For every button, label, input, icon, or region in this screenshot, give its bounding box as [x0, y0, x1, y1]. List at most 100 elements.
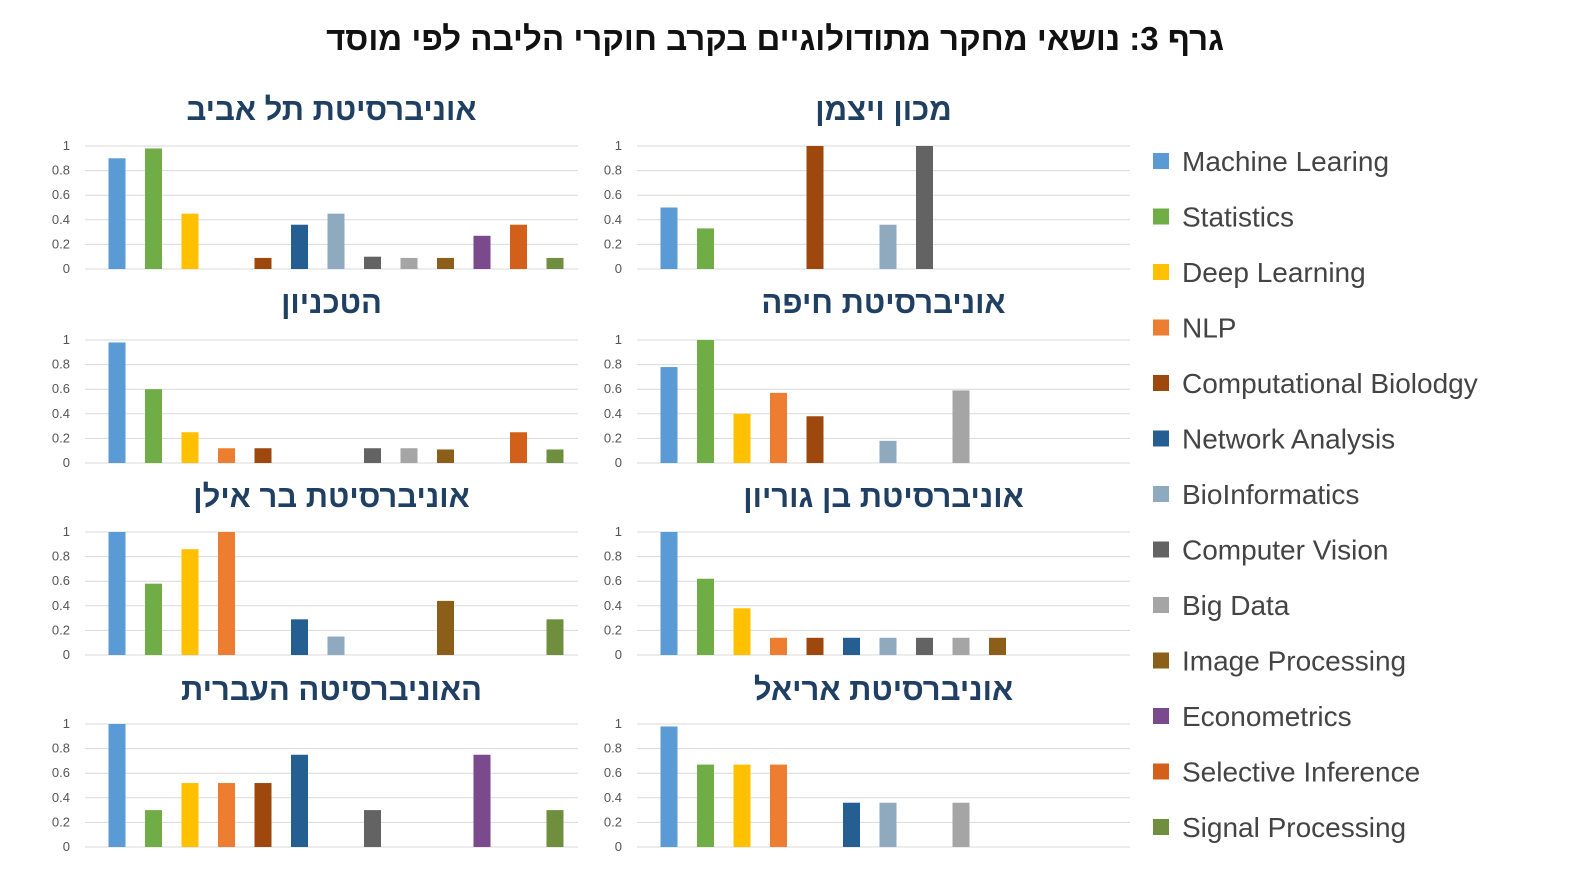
legend-swatch — [1153, 264, 1169, 280]
y-tick-label: 1 — [615, 332, 622, 347]
legend-label: BioInformatics — [1182, 479, 1359, 510]
bar-statistics — [145, 810, 162, 847]
panel-title: אוניברסיטת אריאל — [754, 672, 1013, 707]
y-tick-label: 0 — [63, 839, 70, 854]
bar-selective-inference — [510, 432, 527, 463]
panel-title: אוניברסיטת בן גוריון — [743, 479, 1024, 514]
y-tick-label: 0.2 — [52, 814, 70, 829]
legend-label: NLP — [1182, 313, 1236, 344]
legend-swatch — [1153, 541, 1169, 558]
y-tick-label: 0.2 — [604, 622, 622, 637]
y-tick-label: 0.6 — [52, 573, 70, 588]
y-tick-label: 0 — [63, 261, 70, 276]
y-tick-label: 0.2 — [604, 430, 622, 445]
y-tick-label: 0.8 — [52, 163, 70, 178]
bar-big-data — [952, 390, 970, 463]
panel-title: האוניברסיטה העברית — [181, 672, 482, 707]
bar-signal-processing — [546, 810, 564, 847]
y-tick-label: 0.2 — [604, 236, 622, 251]
legend-swatch — [1153, 819, 1169, 835]
bar-statistics — [145, 148, 162, 269]
bar-econometrics — [473, 754, 491, 847]
bar-nlp — [218, 783, 235, 847]
bar-nlp — [218, 448, 235, 463]
y-tick-label: 0.4 — [52, 406, 70, 421]
bar-bioinformatics — [879, 802, 897, 847]
y-tick-label: 0.8 — [52, 549, 70, 564]
legend-label: Selective Inference — [1182, 757, 1420, 788]
legend-label: Big Data — [1182, 590, 1290, 621]
y-tick-label: 1 — [63, 138, 70, 153]
legend-swatch — [1153, 375, 1169, 391]
bar-machine-learing — [660, 532, 678, 655]
bar-image-processing — [437, 257, 454, 269]
legend-label: Deep Learning — [1182, 257, 1366, 288]
bar-image-processing — [989, 637, 1006, 655]
bar-big-data — [952, 802, 970, 847]
legend-label: Image Processing — [1182, 646, 1406, 677]
y-tick-label: 0 — [615, 839, 622, 854]
bar-image-processing — [437, 449, 454, 463]
bar-nlp — [770, 637, 787, 655]
legend-swatch — [1153, 153, 1169, 169]
bar-computer-vision — [364, 448, 381, 463]
legend-swatch — [1153, 597, 1169, 613]
bar-machine-learing — [660, 726, 678, 847]
legend-swatch — [1153, 430, 1169, 447]
y-tick-label: 1 — [615, 716, 622, 731]
bar-bioinformatics — [327, 636, 345, 655]
bar-machine-learing — [108, 532, 126, 655]
bar-bioinformatics — [327, 213, 345, 269]
legend-label: Statistics — [1182, 202, 1294, 233]
legend-label: Signal Processing — [1182, 812, 1406, 843]
y-tick-label: 0.6 — [604, 573, 622, 588]
y-tick-label: 0 — [63, 455, 70, 470]
bar-statistics — [697, 340, 714, 463]
y-tick-label: 1 — [615, 524, 622, 539]
y-tick-label: 0.4 — [604, 406, 622, 421]
bar-computational-biolodgy — [254, 448, 272, 463]
y-tick-label: 0.6 — [604, 381, 622, 396]
legend-swatch — [1153, 763, 1169, 780]
bar-nlp — [770, 392, 787, 463]
bar-computational-biolodgy — [254, 783, 272, 847]
y-tick-label: 0.4 — [604, 598, 622, 613]
bar-big-data — [952, 637, 970, 655]
legend-label: Machine Learing — [1182, 146, 1389, 177]
bar-signal-processing — [546, 619, 564, 655]
bar-deep-learning — [181, 783, 199, 847]
legend-swatch — [1153, 319, 1169, 336]
y-tick-label: 0.6 — [604, 765, 622, 780]
y-tick-label: 0.8 — [604, 549, 622, 564]
y-tick-label: 1 — [615, 138, 622, 153]
bar-deep-learning — [181, 432, 199, 463]
panel-title: הטכניון — [281, 285, 382, 320]
y-tick-label: 0.4 — [604, 790, 622, 805]
bar-computational-biolodgy — [806, 146, 824, 269]
legend-label: Computational Biolodgy — [1182, 368, 1478, 399]
bar-bioinformatics — [879, 440, 897, 463]
bar-deep-learning — [733, 413, 751, 463]
bar-statistics — [697, 228, 714, 269]
bar-network-analysis — [291, 754, 308, 847]
bar-machine-learing — [108, 342, 126, 463]
bar-computer-vision — [916, 146, 933, 269]
bar-computational-biolodgy — [806, 637, 824, 655]
y-tick-label: 0 — [615, 261, 622, 276]
y-tick-label: 0 — [63, 647, 70, 662]
bar-signal-processing — [546, 449, 564, 463]
y-tick-label: 0.2 — [52, 622, 70, 637]
bar-statistics — [697, 764, 714, 847]
panel-title: אוניברסיטת חיפה — [761, 285, 1005, 320]
y-tick-label: 0.4 — [52, 790, 70, 805]
bar-big-data — [400, 257, 418, 269]
y-tick-label: 1 — [63, 524, 70, 539]
y-tick-label: 0.2 — [52, 430, 70, 445]
y-tick-label: 1 — [63, 716, 70, 731]
y-tick-label: 0.6 — [52, 381, 70, 396]
y-tick-label: 0.8 — [604, 357, 622, 372]
bar-bioinformatics — [879, 224, 897, 269]
bar-network-analysis — [843, 637, 860, 655]
bar-machine-learing — [108, 158, 126, 269]
